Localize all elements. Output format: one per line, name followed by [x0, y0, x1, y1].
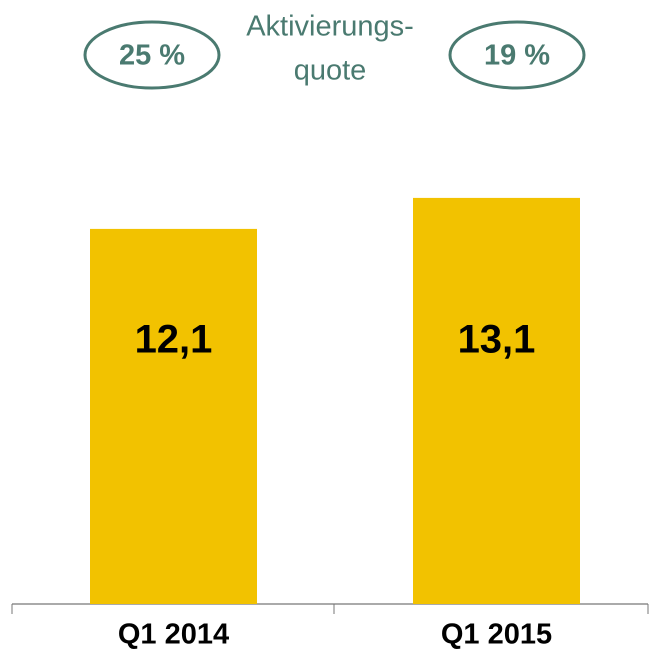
data-label: 13,1	[458, 318, 536, 362]
x-tick-label: Q1 2014	[118, 619, 229, 651]
rate-badge	[448, 20, 586, 90]
rate-label: 19 %	[484, 40, 550, 72]
x-tick-label: Q1 2015	[441, 619, 552, 651]
data-label: 12,1	[135, 318, 213, 362]
rate-badge	[83, 20, 221, 90]
rate-label: 25 %	[119, 40, 185, 72]
bar	[413, 197, 580, 604]
rate-title: quote	[294, 55, 367, 87]
bar	[90, 228, 257, 604]
rate-title: Aktivierungs-	[246, 11, 414, 43]
